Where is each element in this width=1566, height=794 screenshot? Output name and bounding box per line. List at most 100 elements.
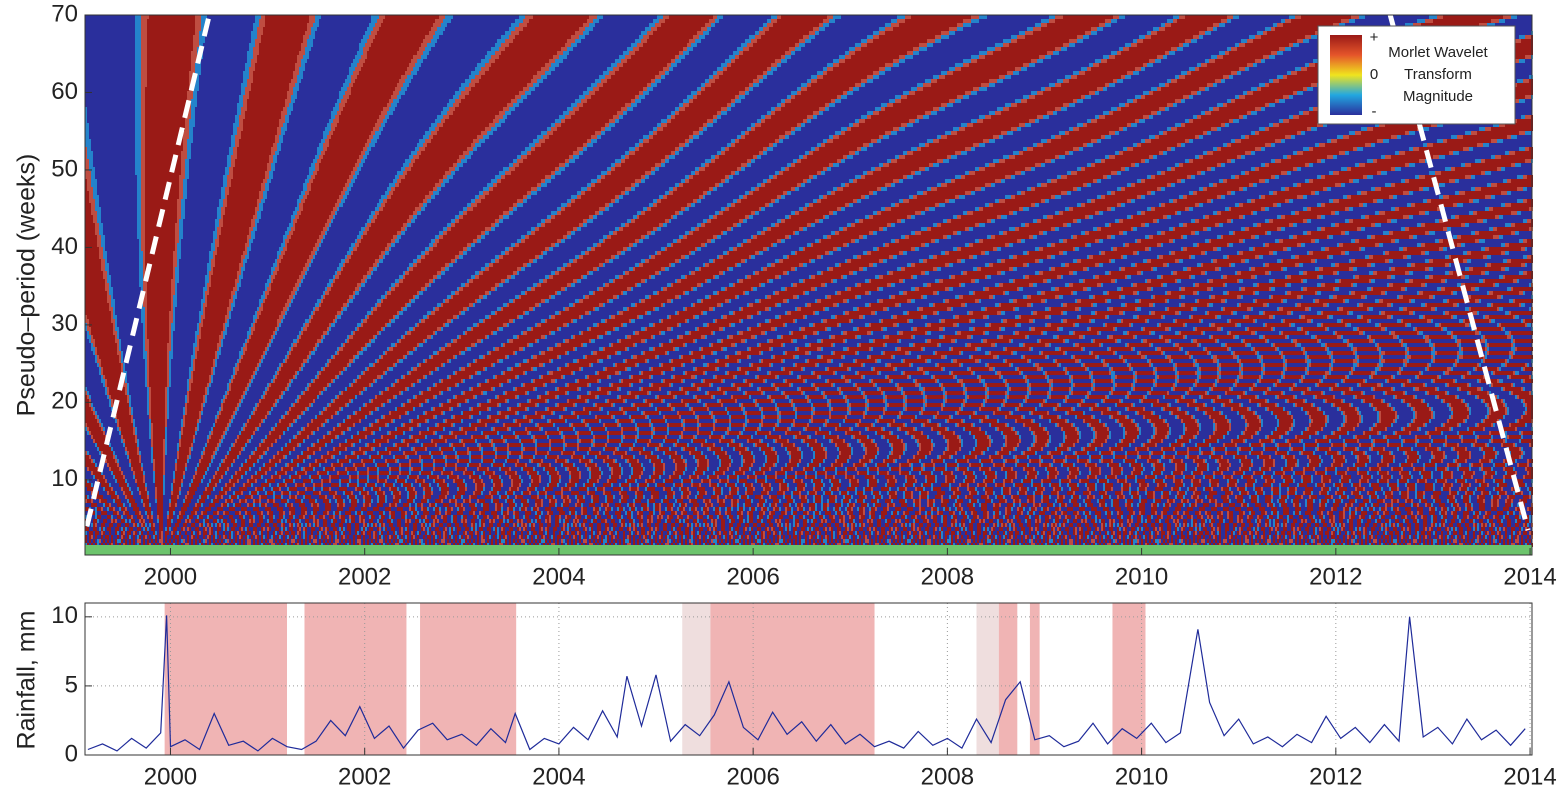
wavelet-texture [185,467,1515,471]
colorbar-label: + [1370,29,1379,46]
wavelet-texture [85,407,1533,411]
y-tick-label: 0 [65,740,78,767]
wavelet-texture [135,63,1513,67]
wavelet-texture [145,159,1525,163]
wavelet-texture [95,343,1511,347]
wavelet-texture [85,203,1533,207]
wavelet-texture [91,211,1517,215]
wavelet-texture [145,143,1477,147]
wavelet-texture [85,307,1497,311]
wavelet-texture [103,255,1527,259]
wavelet-texture [97,239,1527,243]
wavelet-texture [103,371,1513,375]
wavelet-texture [91,175,1523,179]
wavelet-texture [105,259,1507,263]
wavelet-texture [107,387,1523,391]
x-tick-label: 2006 [726,563,779,590]
wavelet-texture [101,507,1529,511]
wavelet-texture [93,439,1505,443]
wavelet-texture [85,303,1519,307]
wavelet-texture [145,115,1533,119]
y-tick-label: 40 [51,233,78,260]
wavelet-texture [103,367,1533,371]
wavelet-texture [91,347,1515,351]
wavelet-texture [95,439,1533,443]
cone-of-influence [84,14,212,527]
wavelet-texture [101,359,1505,363]
wavelet-texture [85,427,1533,431]
wavelet-texture [145,123,1533,127]
wavelet-texture [87,331,1509,335]
wavelet-texture [95,223,1515,227]
wavelet-texture [145,131,1519,135]
wavelet-texture [145,155,1533,159]
wavelet-texture [85,387,1525,391]
wavelet-texture [147,75,1463,79]
wavelet-texture [85,263,1521,267]
wavelet-texture [85,323,1531,327]
wavelet-texture [85,535,1529,539]
wavelet-texture [147,59,1513,63]
wavelet-texture [85,251,1501,255]
wavelet-texture [95,199,1523,203]
wavelet-texture [145,99,1513,103]
wavelet-texture [99,527,1523,531]
wavelet-texture [97,447,1523,451]
wavelet-texture [87,147,1525,151]
wavelet-texture [91,459,1529,463]
wavelet-texture [97,219,1527,223]
wavelet-texture [85,247,1521,251]
wavelet-texture [95,227,1533,231]
wavelet-texture [145,107,1487,111]
wavelet-texture [145,163,1511,167]
wavelet-texture [135,19,1505,23]
wavelet-texture [107,383,1511,387]
wavelet-texture [141,59,1519,63]
x-tick-label: 2008 [921,763,974,790]
wavelet-texture [85,219,1533,223]
wavelet-texture [85,399,1533,403]
wavelet-texture [95,203,1505,207]
wavelet-texture [103,451,1521,455]
wavelet-texture [85,455,1519,459]
wavelet-texture [85,295,1497,299]
wavelet-texture [93,343,1513,347]
wavelet-texture [85,243,1533,247]
wavelet-texture [141,63,1507,67]
wavelet-texture [85,271,1533,275]
x-tick-label: 2006 [726,763,779,790]
wavelet-texture [149,435,1523,439]
wavelet-texture [85,327,1533,331]
wavelet-texture [125,447,1521,451]
wavelet-texture [85,463,1527,467]
wavelet-texture [147,27,1469,31]
wavelet-texture [91,183,1491,187]
y-tick-label: 5 [65,671,78,698]
wavelet-texture [91,331,1533,335]
wavelet-texture [93,195,1495,199]
wavelet-texture [147,55,1525,59]
wavelet-texture [93,475,1515,479]
wavelet-texture [85,227,1529,231]
wavelet-texture [129,535,1511,539]
x-tick-label: 2004 [532,763,585,790]
wavelet-texture [97,479,1515,483]
colorbar [1330,35,1362,115]
wavelet-texture [147,31,1457,35]
wavelet-texture [85,275,1533,279]
wavelet-texture [87,451,1525,455]
axes-frame [84,602,1533,756]
y-axis-label: Rainfall, mm [13,611,41,750]
y-tick-label: 60 [51,78,78,105]
wavelet-texture [85,199,1533,203]
wavelet-texture [87,423,1525,427]
x-tick-label: 2012 [1309,763,1362,790]
wavelet-texture [93,407,1527,411]
highlight-span [682,603,711,755]
wavelet-texture [91,207,1533,211]
wavelet-texture [135,67,1501,71]
highlight-span [304,603,407,755]
wavelet-texture [93,491,1533,495]
wavelet-texture [135,71,1489,75]
wavelet-texture [107,291,1523,295]
